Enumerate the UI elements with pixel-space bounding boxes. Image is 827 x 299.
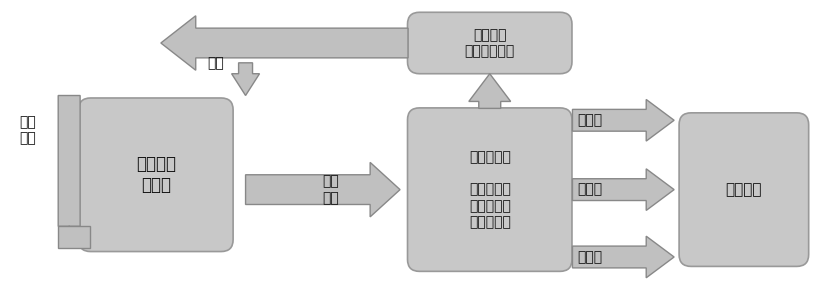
Polygon shape: [572, 169, 674, 210]
FancyBboxPatch shape: [79, 98, 233, 251]
Text: 上层溶液
（含石墨烯）: 上层溶液 （含石墨烯）: [465, 28, 515, 58]
Text: 原料
注入: 原料 注入: [19, 115, 36, 145]
Text: 高磁性: 高磁性: [577, 250, 603, 264]
FancyBboxPatch shape: [679, 113, 809, 266]
Polygon shape: [160, 16, 408, 70]
Text: 磁性沉淀: 磁性沉淀: [725, 182, 762, 197]
Polygon shape: [572, 100, 674, 141]
Polygon shape: [469, 74, 511, 108]
Polygon shape: [246, 162, 400, 217]
Text: 产品
泵出: 产品 泵出: [322, 175, 338, 205]
Text: 弱磁性: 弱磁性: [577, 113, 603, 127]
Polygon shape: [572, 236, 674, 278]
Text: 回注: 回注: [208, 56, 224, 70]
Polygon shape: [58, 95, 80, 226]
Bar: [58, 226, 90, 248]
Text: 磁性分离器

根据不同比
例铁氧体磁
性不同分离: 磁性分离器 根据不同比 例铁氧体磁 性不同分离: [469, 150, 511, 229]
FancyBboxPatch shape: [408, 12, 572, 74]
FancyBboxPatch shape: [408, 108, 572, 271]
Polygon shape: [232, 63, 260, 95]
Text: 中磁性: 中磁性: [577, 183, 603, 197]
Text: 搅拌加热
反应器: 搅拌加热 反应器: [136, 155, 176, 194]
